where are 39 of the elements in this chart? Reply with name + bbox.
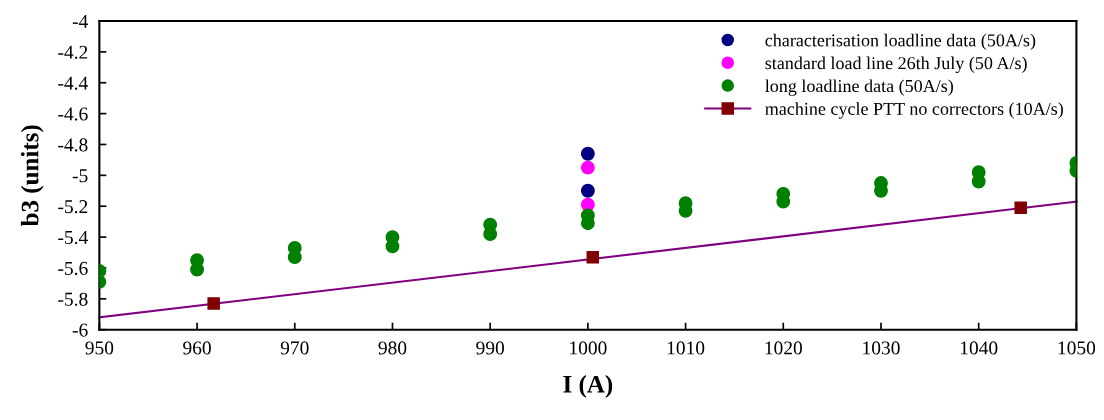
x-tick-label: 950 [85, 341, 114, 355]
y-tick-label: -5.8 [58, 292, 88, 306]
point [580, 146, 595, 161]
point [190, 262, 205, 277]
y-axis-title: b3 (units) [20, 125, 44, 227]
point [971, 174, 986, 189]
legend-label: long loadline data (50A/s) [765, 79, 954, 96]
legend-label: machine cycle PTT no correctors (10A/s) [765, 102, 1063, 119]
y-tick-label: -4.8 [58, 138, 88, 152]
y-tick-label: -5.4 [58, 231, 88, 245]
x-tick-label: 1050 [1058, 341, 1096, 355]
y-tick-label: -6 [72, 323, 88, 337]
x-tick-label: 1040 [960, 341, 998, 355]
point [385, 239, 400, 254]
y-tick-label: -5 [72, 169, 88, 183]
y-tick-label: -4.4 [58, 76, 88, 90]
y-tick-label: -5.2 [58, 200, 88, 214]
x-tick-label: 1000 [570, 341, 607, 355]
y-tick-label: -4 [72, 14, 88, 28]
point [586, 250, 600, 264]
legend-label: standard load line 26th July (50 A/s) [765, 56, 1027, 73]
point [580, 183, 595, 198]
point [287, 250, 302, 265]
x-tick-label: 970 [280, 341, 309, 355]
point [1014, 201, 1027, 215]
x-tick-label: 990 [476, 341, 505, 355]
x-tick-label: 980 [378, 341, 407, 355]
x-tick-label: 960 [183, 341, 211, 355]
y-tick-label: -5.6 [58, 261, 88, 275]
point [483, 227, 498, 241]
x-tick-label: 1020 [765, 341, 802, 355]
x-tick-label: 1010 [667, 341, 705, 355]
y-tick-label: -4.2 [58, 45, 88, 59]
legend-label: characterisation loadline data (50A/s) [765, 33, 1036, 51]
y-tick-label: -4.6 [58, 107, 88, 121]
point [580, 160, 595, 175]
x-tick-label: 1030 [863, 341, 900, 355]
x-axis-title: I (A) [563, 375, 613, 398]
point [207, 297, 220, 310]
